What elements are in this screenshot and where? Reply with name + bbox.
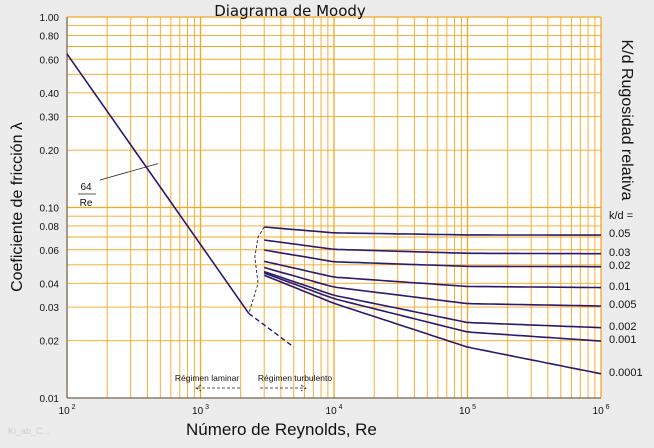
roughness-label: 0.001 xyxy=(609,334,637,347)
y-tick-label: 1.00 xyxy=(40,13,60,24)
y-tick-label: 0.10 xyxy=(40,204,60,215)
laminar-regime-label: Régimen laminar xyxy=(175,373,239,383)
x-tick-label: 10 3 xyxy=(192,404,209,417)
y-tick-label: 0.03 xyxy=(40,303,60,314)
roughness-label: 0.005 xyxy=(609,299,637,311)
roughness-label: 0.01 xyxy=(609,280,631,293)
laminar-label-leader xyxy=(99,163,159,181)
series-line-0.0001 xyxy=(263,274,602,375)
turbulent-regime-label: Régimen turbulento xyxy=(258,373,332,383)
y-tick-label: 0.08 xyxy=(40,222,60,233)
roughness-label: 0.05 xyxy=(609,228,631,241)
y-tick-label: 0.20 xyxy=(40,146,60,157)
x-tick-label: 10 2 xyxy=(59,404,76,417)
x-tick-label: 10 5 xyxy=(459,404,476,417)
series-line-0.005 xyxy=(263,266,602,307)
y-tick-label: 0.04 xyxy=(40,279,60,290)
laminar-extension-dashed xyxy=(248,312,295,348)
series-line-0.001 xyxy=(263,272,602,342)
series-line-0.01 xyxy=(264,260,602,289)
y-tick-label: 0.40 xyxy=(40,89,60,100)
y-tick-label: 0.02 xyxy=(40,337,60,348)
x-axis-label: Número de Reynolds, Re xyxy=(186,420,377,439)
y-tick-label: 0.80 xyxy=(40,31,60,42)
watermark: Ki_ab_C... xyxy=(8,426,51,436)
turbulent-arrow xyxy=(260,384,307,392)
y-tick-label: 0.30 xyxy=(40,113,60,124)
roughness-label: 0.03 xyxy=(609,246,631,259)
laminar-line xyxy=(66,53,250,314)
kd-header: k/d = xyxy=(609,210,634,222)
transition-envelope xyxy=(248,226,265,314)
x-tick-label: 10 4 xyxy=(326,404,343,417)
laminar-arrow xyxy=(195,384,240,392)
series-line-0.03 xyxy=(264,239,601,255)
laminar-label-numerator: 64 xyxy=(80,182,92,193)
roughness-label: 0.02 xyxy=(609,259,631,272)
y-tick-label: 0.06 xyxy=(40,246,60,257)
chart-title: Diagrama de Moody xyxy=(214,2,366,20)
y-axis-label: Coeficiente de fricción λ xyxy=(9,122,26,292)
grid xyxy=(66,16,602,399)
series-line-0.05 xyxy=(264,226,601,236)
y-tick-label: 0.01 xyxy=(40,394,60,405)
y-tick-label: 0.60 xyxy=(40,55,60,66)
series-line-0.02 xyxy=(264,249,601,268)
roughness-label: 0.0001 xyxy=(609,366,643,379)
series-line-0.002 xyxy=(263,270,602,329)
laminar-label-denominator: Re xyxy=(80,198,93,209)
x-tick-label: 10 6 xyxy=(593,404,610,417)
y2-axis-label: K/d Rugosidad relativa xyxy=(618,39,635,201)
roughness-label: 0.002 xyxy=(609,320,637,333)
